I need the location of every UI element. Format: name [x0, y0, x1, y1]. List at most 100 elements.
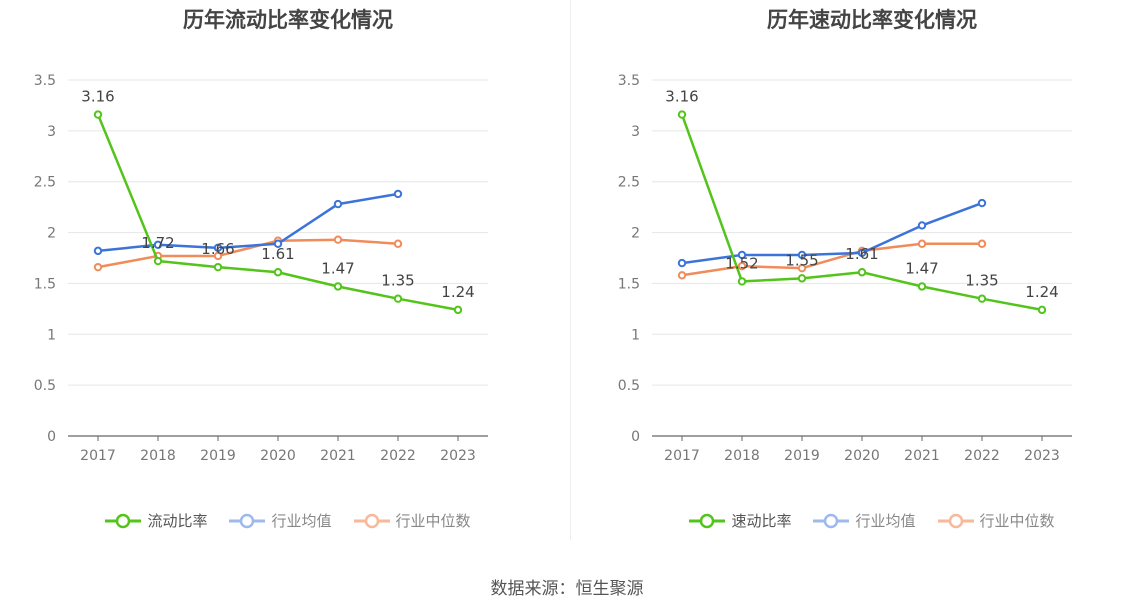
data-point-primary[interactable]: [857, 268, 867, 277]
data-point-median[interactable]: [393, 239, 403, 248]
y-tick-label: 2.5: [618, 175, 640, 191]
chart-title: 历年流动比率变化情况: [183, 8, 393, 32]
x-tick-label: 2023: [1024, 448, 1060, 464]
data-point-median[interactable]: [977, 239, 987, 248]
data-point-primary[interactable]: [737, 277, 747, 286]
x-tick-label: 2018: [140, 448, 176, 464]
data-point-avg[interactable]: [333, 199, 343, 209]
chart-title: 历年速动比率变化情况: [767, 8, 977, 32]
legend-marker-primary-icon: [105, 513, 142, 528]
data-point-avg[interactable]: [797, 250, 807, 260]
data-point-avg[interactable]: [153, 240, 163, 249]
data-point-median[interactable]: [333, 235, 343, 244]
legend-label: 行业均值: [271, 512, 332, 530]
legend-label: 行业均值: [855, 512, 916, 530]
data-point-primary[interactable]: [677, 110, 687, 119]
data-label: 3.16: [81, 88, 114, 106]
y-tick-label: 0.5: [34, 378, 56, 394]
data-point-primary[interactable]: [917, 282, 927, 291]
legend-item-avg[interactable]: 行业均值: [229, 510, 332, 531]
data-point-primary[interactable]: [1037, 305, 1047, 315]
data-label: 1.35: [965, 272, 998, 290]
x-tick-label: 2020: [844, 448, 880, 464]
data-point-avg[interactable]: [977, 198, 987, 208]
legend-label: 流动比率: [147, 512, 208, 530]
y-tick-label: 1.5: [34, 276, 56, 292]
data-label: 1.24: [441, 283, 474, 301]
data-point-avg[interactable]: [677, 258, 687, 268]
data-label: 1.24: [1025, 283, 1058, 301]
data-point-avg[interactable]: [737, 250, 747, 260]
y-tick-label: 0: [47, 429, 56, 445]
data-point-median[interactable]: [213, 251, 223, 261]
data-point-avg[interactable]: [273, 239, 283, 248]
data-point-avg[interactable]: [857, 248, 867, 258]
legend-item-primary[interactable]: 速动比率: [689, 510, 791, 531]
x-tick-label: 2018: [724, 448, 760, 464]
y-tick-label: 1: [631, 327, 640, 343]
y-tick-label: 3: [631, 124, 640, 140]
data-label: 1.55: [785, 251, 818, 269]
x-tick-label: 2022: [964, 448, 1000, 464]
data-label: 1.35: [381, 272, 414, 290]
data-point-primary[interactable]: [393, 294, 403, 303]
data-point-primary[interactable]: [213, 262, 223, 272]
legend-marker-primary-icon: [689, 513, 726, 528]
y-tick-label: 2: [47, 226, 56, 242]
data-label: 3.16: [665, 88, 698, 106]
legend-label: 行业中位数: [395, 512, 471, 530]
data-point-primary[interactable]: [797, 274, 807, 283]
x-tick-label: 2021: [904, 448, 940, 464]
data-label: 1.66: [201, 240, 234, 258]
data-point-median[interactable]: [797, 263, 807, 273]
legend-item-median[interactable]: 行业中位数: [937, 510, 1055, 531]
data-point-primary[interactable]: [273, 268, 283, 277]
data-point-primary[interactable]: [93, 110, 103, 119]
legend-item-median[interactable]: 行业中位数: [353, 510, 471, 531]
data-point-median[interactable]: [93, 262, 103, 272]
data-label: 1.61: [261, 245, 294, 263]
data-label: 1.52: [725, 254, 758, 272]
data-label: 1.61: [845, 245, 878, 263]
data-label: 1.47: [321, 259, 354, 277]
legend-marker-avg-icon: [813, 513, 850, 528]
data-label: 1.47: [905, 259, 938, 277]
y-tick-label: 1.5: [618, 276, 640, 292]
series-line-median: [97, 238, 399, 269]
data-point-median[interactable]: [917, 239, 927, 248]
y-tick-label: 1: [47, 327, 56, 343]
data-point-avg[interactable]: [93, 246, 103, 256]
y-tick-label: 3.5: [618, 73, 640, 89]
legend-item-primary[interactable]: 流动比率: [105, 510, 207, 531]
data-point-primary[interactable]: [453, 305, 463, 315]
data-point-avg[interactable]: [213, 243, 223, 253]
data-point-primary[interactable]: [977, 294, 987, 303]
current-ratio-chart: 0 0.5 1 1.5 2 2.5 3 3.5 2017 2018 2019 2020 2021 2022…: [34, 73, 488, 464]
legend-item-avg[interactable]: 行业均值: [813, 510, 916, 531]
y-tick-label: 2: [631, 226, 640, 242]
x-tick-label: 2021: [320, 448, 356, 464]
legend-marker-median-icon: [937, 513, 974, 528]
legend: 速动比率 行业均值 行业中位数: [592, 510, 1134, 531]
quick-ratio-panel: 历年速动比率变化情况 0 0.5 1 1.5 2 2.5 3 3.5 2017 2018 2019 2…: [592, 0, 1134, 550]
panel-divider: [570, 0, 571, 540]
data-point-primary[interactable]: [153, 256, 163, 266]
series-line-avg: [97, 192, 399, 253]
x-tick-label: 2019: [784, 448, 820, 464]
series-line-median: [681, 242, 982, 277]
data-point-median[interactable]: [737, 261, 747, 271]
data-point-avg[interactable]: [917, 221, 927, 230]
data-point-primary[interactable]: [333, 282, 343, 291]
y-tick-label: 2.5: [34, 175, 56, 191]
x-tick-label: 2022: [380, 448, 416, 464]
data-point-median[interactable]: [677, 271, 687, 280]
legend-marker-avg-icon: [229, 513, 266, 528]
legend: 流动比率 行业均值 行业中位数: [8, 510, 568, 531]
data-source: 数据来源：恒生聚源: [490, 579, 644, 599]
current-ratio-panel: 历年流动比率变化情况 0 0.5 1 1.5 2 2.5 3 3.5 2017 2018 2019 2…: [8, 0, 568, 550]
data-point-avg[interactable]: [393, 189, 403, 199]
x-tick-label: 2023: [440, 448, 476, 464]
legend-label: 行业中位数: [979, 512, 1055, 530]
x-tick-label: 2017: [664, 448, 700, 464]
y-tick-label: 3: [47, 124, 56, 140]
